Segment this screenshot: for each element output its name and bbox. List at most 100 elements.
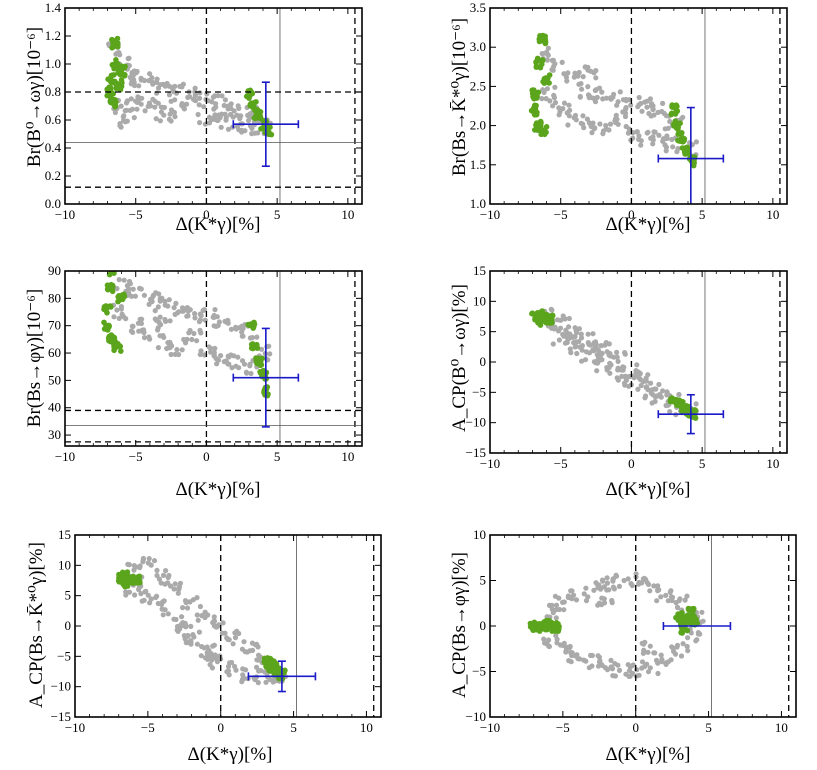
allowed-point [109, 45, 115, 51]
x-tick-label: 10 [766, 456, 779, 471]
scan-point [682, 597, 688, 603]
scan-point [684, 643, 690, 650]
scan-point [156, 291, 162, 297]
scan-point [588, 68, 594, 74]
scan-point [202, 121, 208, 127]
scan-point [192, 315, 198, 321]
scan-point [227, 660, 233, 666]
scan-point [576, 69, 582, 76]
scan-point [595, 602, 601, 608]
scan-point [585, 594, 591, 600]
y-tick-label: 5 [65, 588, 72, 603]
scan-point [550, 341, 556, 347]
scan-point [116, 315, 122, 321]
scan-point [166, 297, 172, 303]
scan-point [180, 308, 186, 314]
scan-point [626, 126, 632, 132]
scan-point [625, 662, 631, 668]
scan-point [640, 378, 646, 385]
scan-point [663, 148, 669, 154]
scan-point [589, 130, 595, 136]
allowed-point [124, 569, 131, 575]
x-tick-label: −5 [556, 720, 570, 735]
scan-point [566, 315, 572, 322]
scan-point [649, 400, 655, 406]
scan-point [165, 611, 171, 617]
scan-point [656, 381, 662, 388]
scan-point [167, 345, 173, 351]
scan-point [182, 598, 189, 604]
scan-point [564, 78, 570, 84]
y-tick-label: −10 [466, 415, 486, 430]
scan-point [582, 64, 588, 70]
allowed-point [254, 107, 261, 113]
scan-point [645, 372, 651, 378]
scan-point [590, 347, 596, 353]
allowed-points [104, 35, 275, 138]
scan-point [252, 130, 258, 136]
scan-point [130, 323, 136, 329]
scan-point [202, 614, 208, 621]
scan-point [599, 357, 605, 363]
scan-point [561, 100, 568, 106]
allowed-point [109, 72, 115, 78]
allowed-point [537, 122, 544, 128]
scan-point [572, 333, 578, 339]
scan-point [226, 672, 232, 678]
x-tick-label: 10 [341, 449, 354, 464]
scan-point [249, 125, 255, 131]
scan-point [670, 645, 676, 652]
scan-point [225, 636, 231, 643]
scan-point [563, 327, 569, 333]
scan-point [614, 102, 620, 108]
scan-point [581, 591, 587, 597]
scan-point [655, 109, 661, 115]
allowed-point [119, 65, 126, 71]
scan-point [157, 118, 163, 124]
scan-point [636, 672, 642, 678]
x-tick-label: −10 [65, 720, 85, 735]
scan-point [680, 641, 686, 647]
scan-point [141, 327, 147, 333]
scan-point [121, 113, 127, 119]
scan-point [202, 655, 208, 661]
allowed-point [119, 292, 126, 298]
scan-point [585, 84, 591, 90]
scan-point [255, 680, 261, 686]
scan-point [571, 115, 577, 121]
allowed-point [533, 122, 539, 128]
scan-point [636, 94, 642, 101]
scan-point [198, 653, 204, 659]
scan-point [645, 669, 652, 675]
scan-point [581, 125, 587, 131]
scan-point [175, 628, 181, 635]
scan-point [230, 641, 236, 647]
y-tick-label: −5 [472, 384, 486, 399]
scan-point [669, 594, 676, 601]
scan-point [641, 641, 647, 647]
scan-point [168, 98, 174, 104]
scan-point [140, 557, 146, 563]
scan-point [699, 609, 705, 615]
scan-point [168, 351, 174, 358]
scan-point [225, 106, 231, 112]
plot-area [65, 8, 362, 204]
scan-point [604, 575, 610, 581]
scan-point [579, 343, 586, 349]
scan-point [566, 332, 572, 338]
scan-point [580, 74, 586, 80]
allowed-point [691, 613, 697, 619]
scan-point [243, 667, 249, 673]
x-tick-label: 0 [203, 449, 210, 464]
scan-point [546, 637, 552, 643]
x-tick-label: 0 [632, 720, 639, 735]
scan-point [237, 115, 243, 122]
allowed-point [255, 355, 262, 362]
allowed-point [106, 337, 113, 344]
scan-point [583, 585, 589, 591]
x-tick-label: 10 [341, 207, 354, 222]
allowed-point [257, 112, 263, 119]
scan-point [216, 112, 222, 118]
scan-point [647, 665, 653, 671]
scan-point [172, 114, 178, 120]
